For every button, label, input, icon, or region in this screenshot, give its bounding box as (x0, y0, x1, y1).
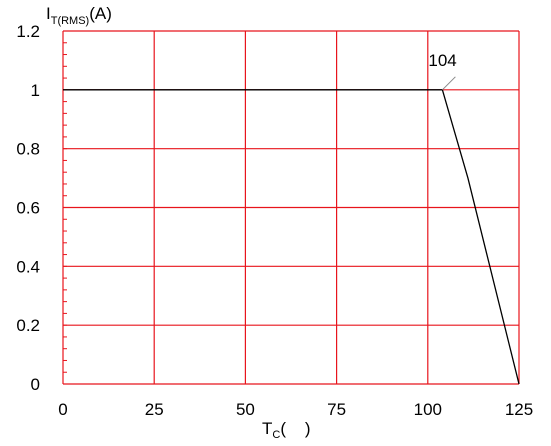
y-tick-label-1.2: 1.2 (16, 22, 40, 41)
y-axis-title-unit: (A) (89, 4, 112, 23)
x-tick-label-125: 125 (505, 400, 533, 419)
y-tick-label-0.6: 0.6 (16, 199, 40, 218)
annotation-layer: 104 (428, 51, 457, 91)
x-tick-label-0: 0 (58, 400, 67, 419)
series-line-0 (63, 89, 520, 385)
annotation-leader-line (442, 76, 456, 91)
y-tick-labels: 0 0.2 0.4 0.6 0.8 1 1.2 (16, 22, 40, 394)
x-tick-label-50: 50 (236, 400, 255, 419)
y-axis-title-sub: T(RMS) (51, 15, 90, 27)
x-axis-title-main: T (262, 419, 272, 438)
x-axis-title-unit: ( ) (280, 419, 310, 438)
y-tick-label-1: 1 (31, 81, 40, 100)
y-axis-title: IT(RMS)(A) (46, 4, 112, 27)
x-tick-label-100: 100 (414, 400, 442, 419)
y-tick-label-0.2: 0.2 (16, 316, 40, 335)
y-axis-title-main: I (46, 4, 51, 23)
x-axis-title-sub: C (272, 429, 280, 441)
series-layer (63, 89, 520, 385)
y-tick-label-0.4: 0.4 (16, 257, 40, 276)
x-tick-labels: 0 25 50 75 100 125 (58, 400, 533, 419)
annotation-104: 104 (428, 51, 456, 70)
y-tick-label-0: 0 (31, 375, 40, 394)
grid (62, 30, 520, 385)
x-tick-label-75: 75 (327, 400, 346, 419)
x-tick-label-25: 25 (145, 400, 164, 419)
x-axis-title: TC( ) (262, 419, 311, 441)
y-tick-label-0.8: 0.8 (16, 140, 40, 159)
